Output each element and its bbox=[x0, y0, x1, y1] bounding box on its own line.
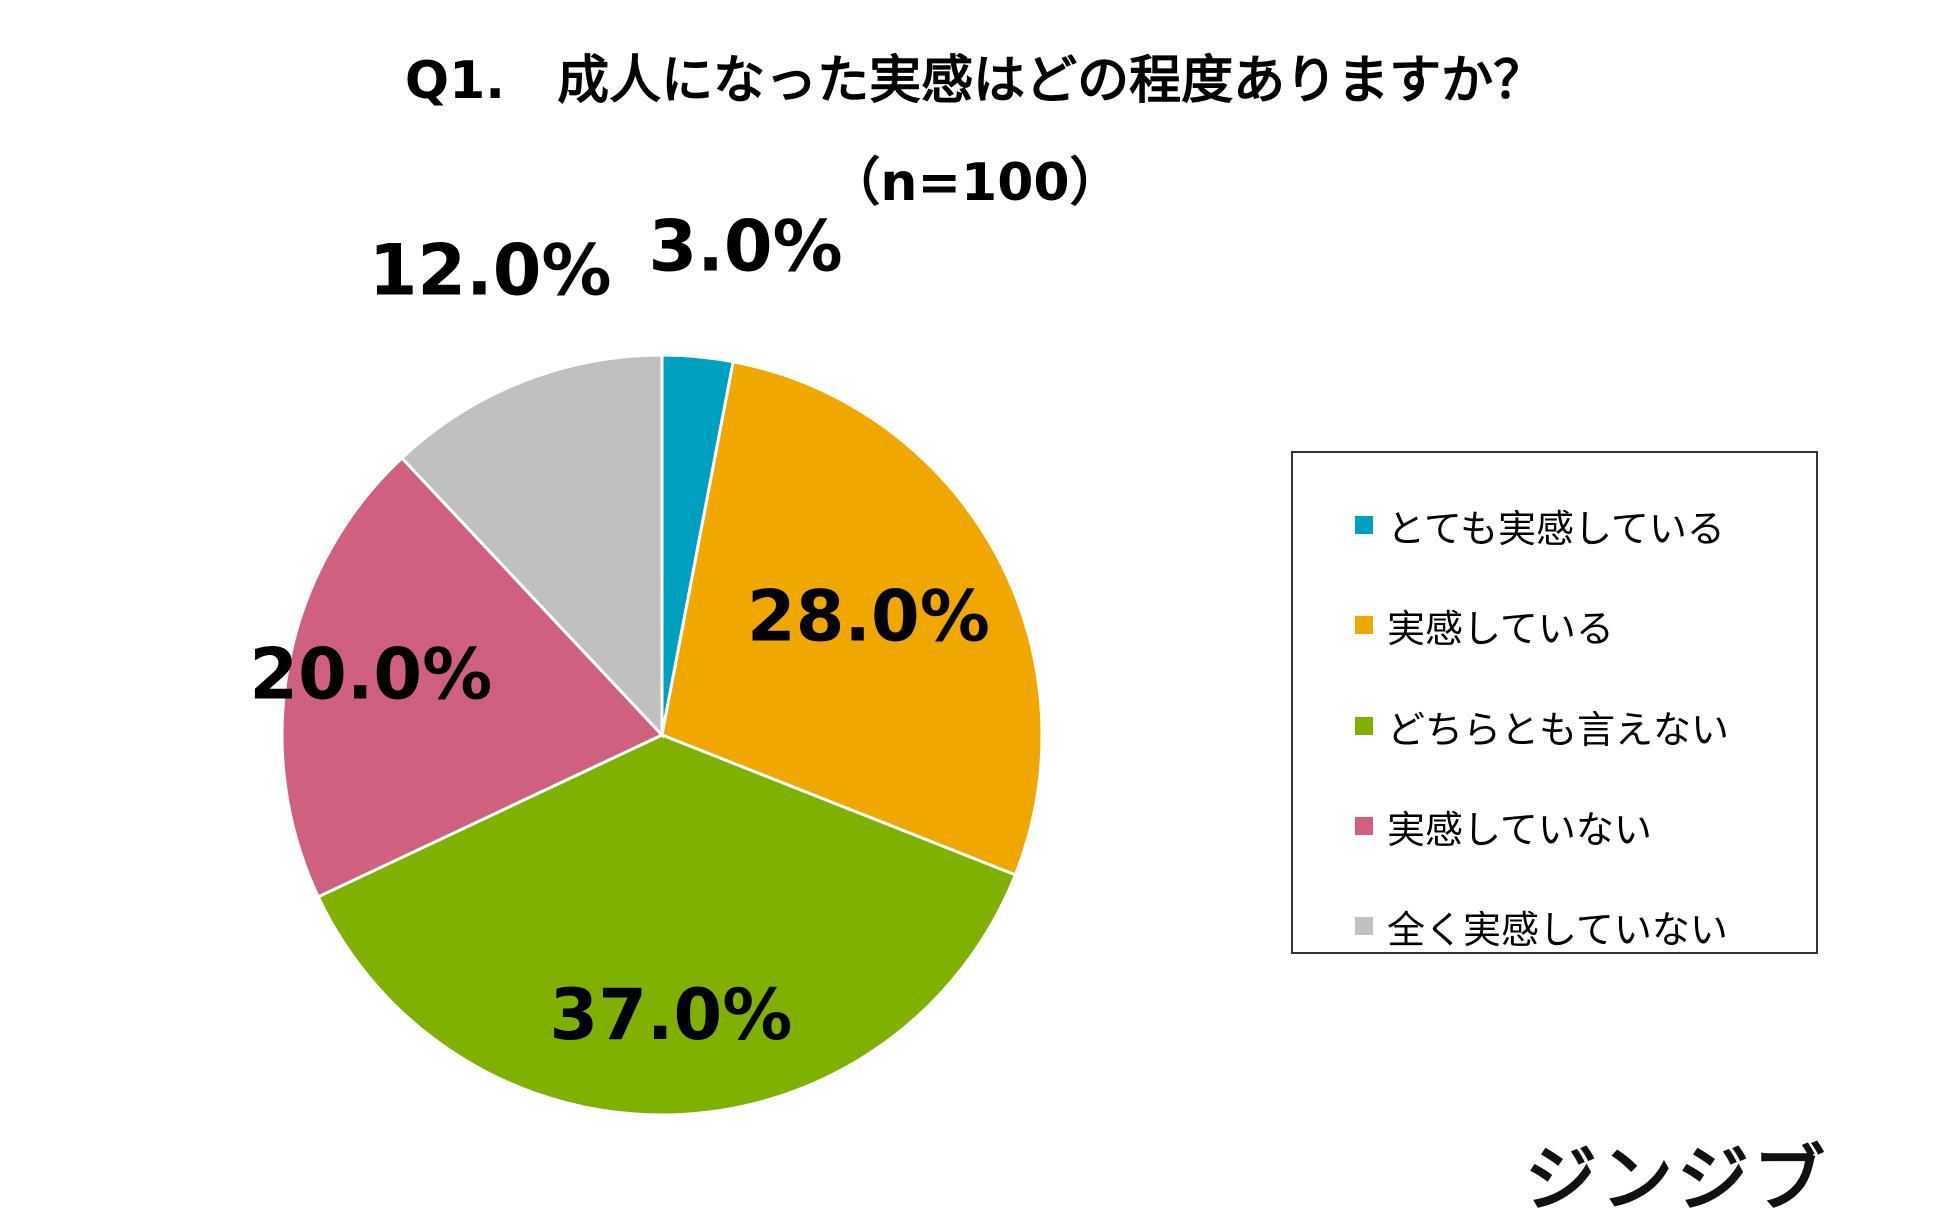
pie-data-label: 3.0% bbox=[649, 205, 843, 287]
pie-slice bbox=[660, 359, 1044, 877]
legend-label: とても実感している bbox=[1387, 506, 1725, 551]
legend-label: 全く実感していない bbox=[1387, 907, 1728, 952]
pie-slice bbox=[399, 353, 664, 739]
pie-slices bbox=[280, 353, 1044, 1117]
chart-title: Q1. 成人になった実感はどの程度ありますか？ bbox=[404, 51, 1546, 111]
pie-data-label: 37.0% bbox=[550, 974, 793, 1056]
pie-data-label: 20.0% bbox=[249, 633, 492, 715]
legend-item: 実感している bbox=[1355, 600, 1614, 651]
legend-item: 全く実感していない bbox=[1355, 901, 1728, 952]
pie-data-labels: 3.0% 28.0% 37.0% 20.0% 12.0% bbox=[249, 205, 989, 1055]
legend-item: どちらとも言えない bbox=[1355, 701, 1730, 752]
chart-subtitle: （n=100） bbox=[828, 153, 1122, 213]
legend-swatch bbox=[1355, 616, 1373, 634]
pie-data-label: 12.0% bbox=[369, 230, 612, 312]
legend-label: 実感している bbox=[1387, 606, 1614, 651]
legend-swatch bbox=[1355, 717, 1373, 735]
legend-swatch bbox=[1355, 817, 1373, 835]
legend-label: どちらとも言えない bbox=[1387, 707, 1730, 752]
pie-slice bbox=[316, 733, 1018, 1117]
legend-label: 実感していない bbox=[1387, 807, 1652, 852]
brand-logo: ジンジブ bbox=[1525, 1137, 1830, 1221]
legend-swatch bbox=[1355, 516, 1373, 534]
legend-item: とても実感している bbox=[1355, 500, 1725, 551]
legend-swatch bbox=[1355, 917, 1373, 935]
legend-item: 実感していない bbox=[1355, 801, 1652, 852]
pie-slice bbox=[280, 455, 665, 899]
pie-data-label: 28.0% bbox=[747, 576, 990, 658]
legend: とても実感している 実感している どちらとも言えない 実感していない 全く実感し… bbox=[1291, 451, 1818, 954]
